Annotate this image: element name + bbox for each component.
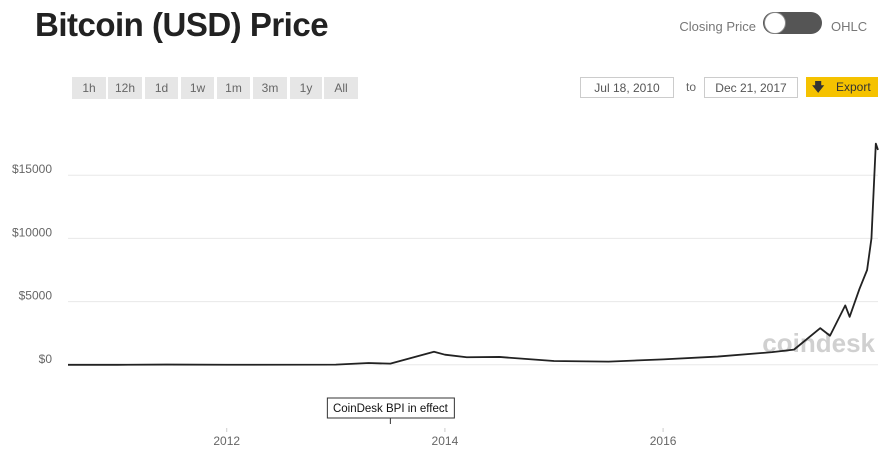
- range-button[interactable]: 1d: [145, 77, 178, 99]
- range-button[interactable]: 3m: [253, 77, 287, 99]
- toggle-left-label: Closing Price: [679, 19, 756, 34]
- toggle-knob[interactable]: [764, 12, 786, 34]
- y-tick-label: $0: [39, 352, 53, 366]
- x-tick-label: 2014: [432, 434, 459, 448]
- annotation: CoinDesk BPI in effect: [326, 397, 455, 419]
- x-tick-label: 2016: [650, 434, 677, 448]
- watermark: coindesk: [762, 328, 875, 358]
- x-tick-label: 2012: [213, 434, 240, 448]
- range-button[interactable]: 1w: [181, 77, 214, 99]
- toggle-right-label: OHLC: [831, 19, 868, 34]
- range-button[interactable]: 12h: [108, 77, 142, 99]
- range-button[interactable]: All: [324, 77, 358, 99]
- toggle[interactable]: [763, 12, 822, 34]
- range-button[interactable]: 1y: [290, 77, 322, 99]
- y-tick-label: $5000: [19, 289, 53, 303]
- export-icon: 🡇: [812, 80, 825, 94]
- date-separator: to: [686, 80, 697, 94]
- page-title: Bitcoin (USD) Price: [35, 6, 329, 43]
- date-to[interactable]: Dec 21, 2017: [704, 77, 798, 98]
- y-tick-label: $15000: [12, 162, 52, 176]
- export-label: Export: [836, 80, 871, 94]
- range-button[interactable]: 1h: [72, 77, 106, 99]
- date-from[interactable]: Jul 18, 2010: [580, 77, 674, 98]
- price-line: [68, 142, 879, 366]
- range-button[interactable]: 1m: [217, 77, 250, 99]
- y-tick-label: $10000: [12, 225, 52, 239]
- export-button[interactable]: 🡇 Export: [806, 77, 878, 97]
- annotation-box: [326, 397, 455, 419]
- annotation-text: CoinDesk BPI in effect: [333, 403, 449, 415]
